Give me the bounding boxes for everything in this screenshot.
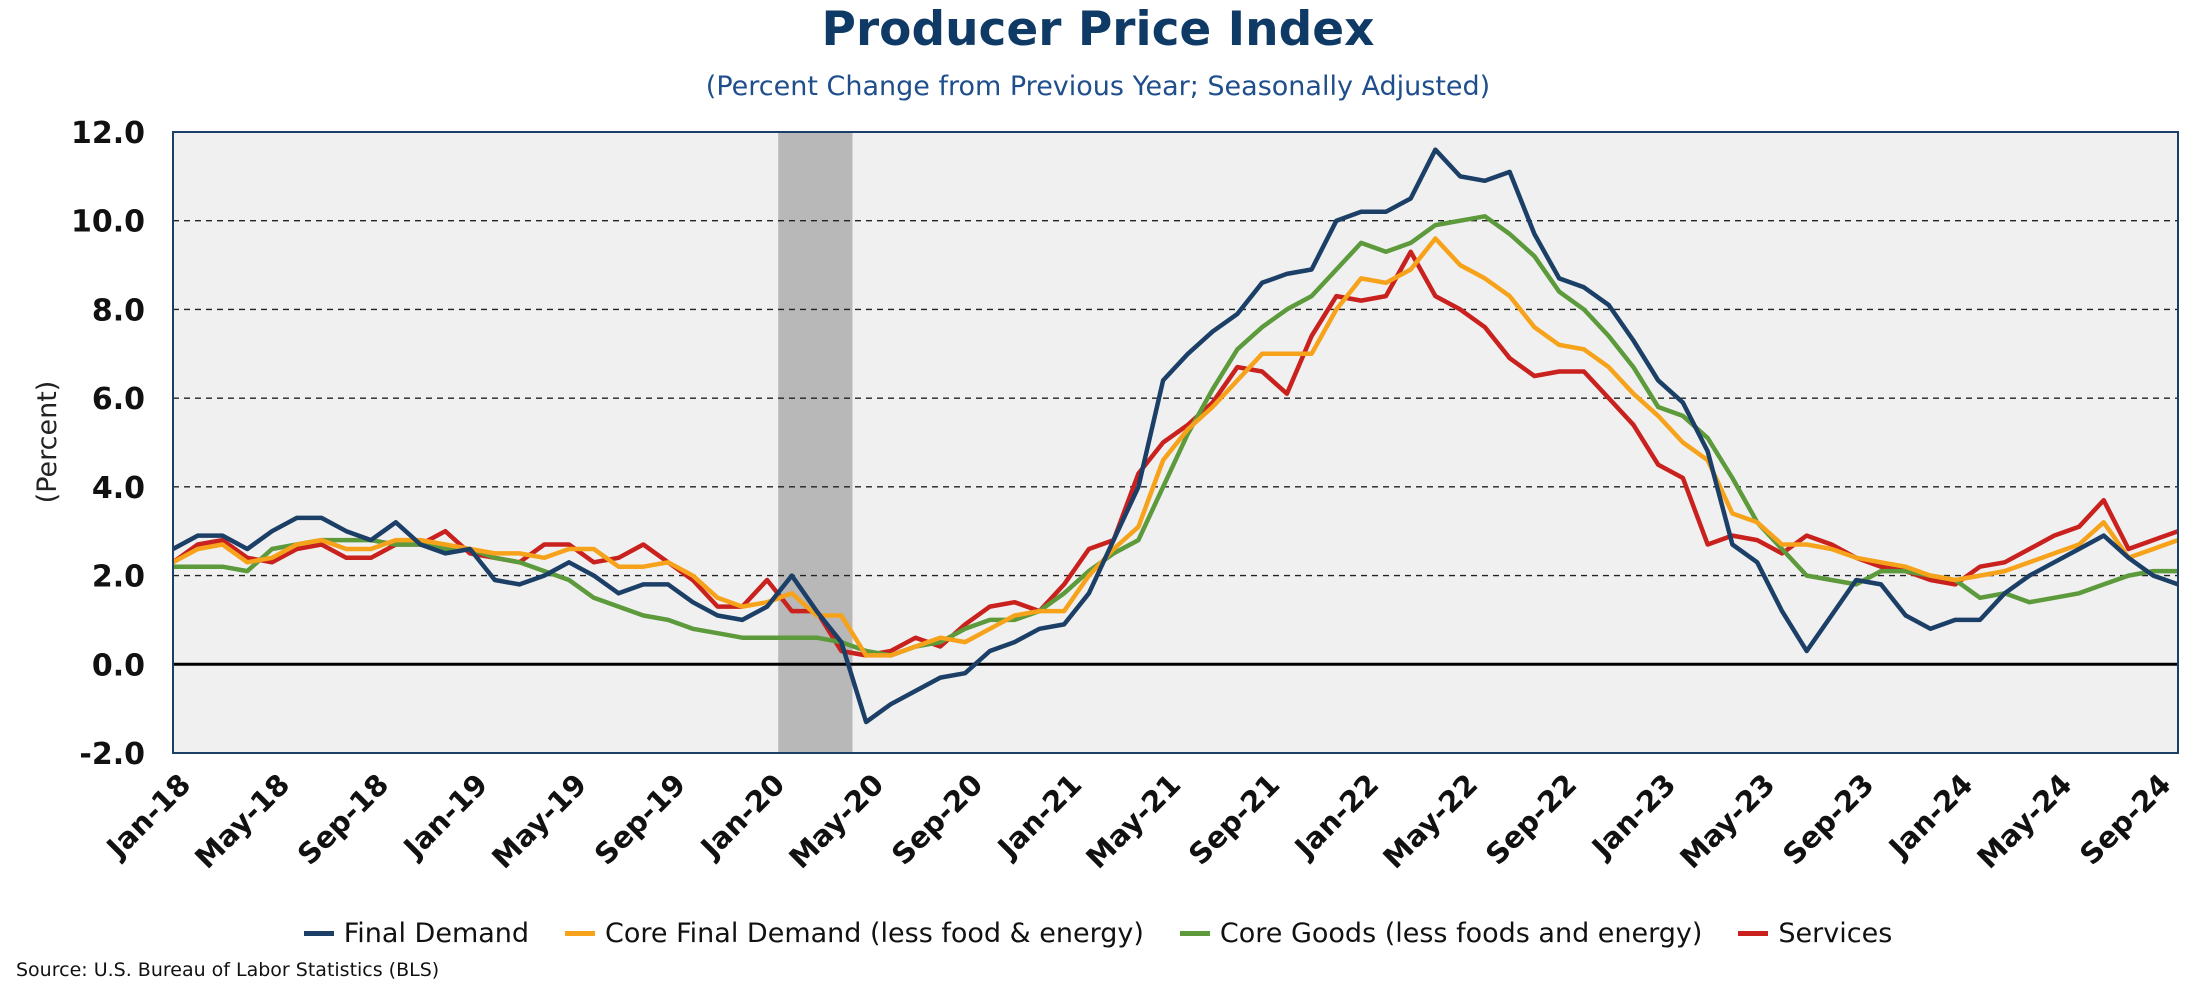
legend-swatch-core-final-demand bbox=[565, 931, 596, 936]
x-tick-label: Sep-21 bbox=[1182, 767, 1286, 871]
x-tick-label: May-23 bbox=[1673, 767, 1781, 875]
x-tick-label: Jan-23 bbox=[1584, 767, 1683, 866]
legend-label-core-final-demand: Core Final Demand (less food & energy) bbox=[605, 918, 1144, 949]
legend-item-services[interactable]: Services bbox=[1738, 918, 1892, 949]
y-tick-label: 8.0 bbox=[92, 293, 145, 328]
source-note: Source: U.S. Bureau of Labor Statistics … bbox=[16, 959, 440, 981]
x-tick-label: Sep-22 bbox=[1479, 767, 1583, 871]
series-line-core bbox=[173, 214, 2178, 658]
y-tick-label: 12.0 bbox=[71, 116, 145, 151]
x-tick-label: Sep-19 bbox=[588, 767, 692, 871]
y-axis-label: (Percent) bbox=[32, 381, 63, 504]
plot-border bbox=[172, 131, 2179, 754]
legend-swatch-core-goods bbox=[1179, 931, 1210, 936]
y-tick-label: 6.0 bbox=[92, 382, 145, 417]
recession-shading-layer bbox=[778, 132, 853, 753]
legend-swatch-services bbox=[1738, 931, 1769, 936]
x-tick-label: May-18 bbox=[188, 767, 296, 875]
gridlines bbox=[173, 220, 2178, 666]
x-tick-label: Sep-23 bbox=[1776, 767, 1880, 871]
y-axis-ticks: -2.0 0.0 2.0 4.0 6.0 8.0 10.0 12.0 bbox=[71, 116, 145, 772]
x-tick-label: Jan-18 bbox=[99, 767, 198, 866]
series-line-core bbox=[171, 236, 2179, 658]
y-tick-label: -2.0 bbox=[79, 737, 145, 772]
x-tick-label: Jan-19 bbox=[396, 767, 495, 866]
recession-band bbox=[778, 132, 853, 753]
legend-label-services: Services bbox=[1778, 918, 1893, 949]
x-tick-label: May-19 bbox=[485, 767, 593, 875]
chart-title: Producer Price Index bbox=[821, 2, 1375, 57]
y-tick-label: 4.0 bbox=[92, 471, 145, 506]
y-tick-label: 2.0 bbox=[92, 560, 145, 595]
x-tick-label: Sep-24 bbox=[2073, 767, 2177, 871]
x-tick-label: Jan-20 bbox=[693, 767, 792, 866]
series-line-final bbox=[171, 147, 2179, 725]
x-tick-label: Jan-24 bbox=[1881, 767, 1980, 866]
x-tick-label: May-24 bbox=[1970, 767, 2078, 875]
x-tick-label: Sep-18 bbox=[291, 767, 395, 871]
legend-item-core-final-demand[interactable]: Core Final Demand (less food & energy) bbox=[565, 918, 1144, 949]
legend-item-core-goods[interactable]: Core Goods (less foods and energy) bbox=[1179, 918, 1703, 949]
legend: Final Demand Core Final Demand (less foo… bbox=[0, 918, 2196, 949]
x-tick-label: May-21 bbox=[1079, 767, 1187, 875]
legend-item-final-demand[interactable]: Final Demand bbox=[303, 918, 530, 949]
legend-swatch-final-demand bbox=[303, 931, 334, 936]
series-lines bbox=[171, 147, 2179, 725]
x-tick-label: Jan-21 bbox=[990, 767, 1089, 866]
y-tick-label: 10.0 bbox=[71, 205, 145, 240]
x-tick-label: May-20 bbox=[782, 767, 890, 875]
chart-subtitle: (Percent Change from Previous Year; Seas… bbox=[705, 71, 1491, 102]
y-tick-label: 0.0 bbox=[92, 648, 145, 683]
legend-label-core-goods: Core Goods (less foods and energy) bbox=[1219, 918, 1703, 949]
legend-label-final-demand: Final Demand bbox=[343, 918, 530, 949]
x-tick-label: Sep-20 bbox=[885, 767, 989, 871]
x-tick-label: Jan-22 bbox=[1287, 767, 1386, 866]
x-tick-label: May-22 bbox=[1376, 767, 1484, 875]
